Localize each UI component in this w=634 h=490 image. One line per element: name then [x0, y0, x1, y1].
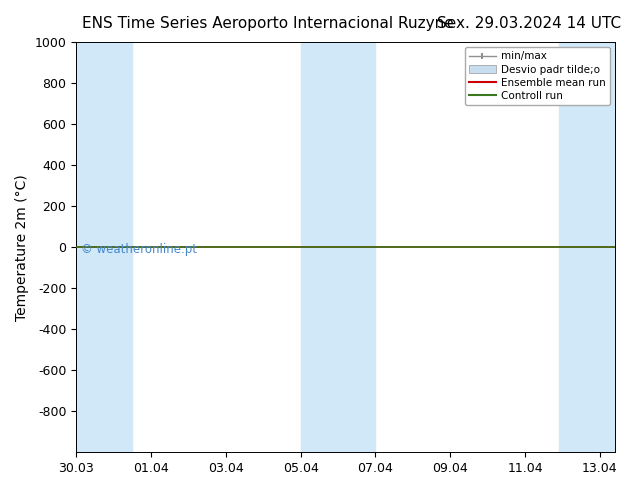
- Text: ENS Time Series Aeroporto Internacional Ruzyne: ENS Time Series Aeroporto Internacional …: [82, 16, 454, 31]
- Text: Sex. 29.03.2024 14 UTC: Sex. 29.03.2024 14 UTC: [437, 16, 621, 31]
- Y-axis label: Temperature 2m (°C): Temperature 2m (°C): [15, 174, 29, 320]
- Bar: [559, 42, 615, 452]
- Bar: [301, 42, 375, 452]
- Bar: [76, 42, 133, 452]
- Text: © weatheronline.pt: © weatheronline.pt: [81, 244, 197, 256]
- Legend: min/max, Desvio padr tilde;o, Ensemble mean run, Controll run: min/max, Desvio padr tilde;o, Ensemble m…: [465, 47, 610, 105]
